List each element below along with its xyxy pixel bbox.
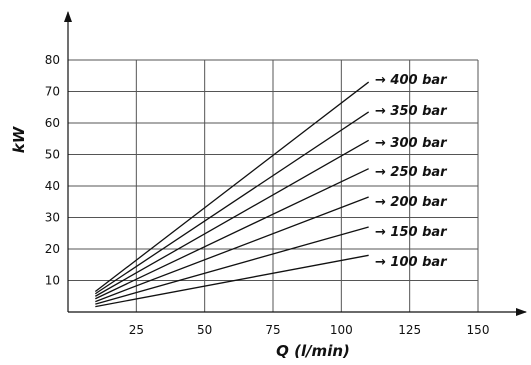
series-label: → 350 bar (375, 104, 448, 119)
tick-labels: 10 20 30 40 50 60 70 80 25 50 75 100 125 150 (45, 53, 490, 337)
series-label: → 150 bar (375, 225, 448, 240)
x-tick-label: 50 (197, 323, 212, 337)
x-axis-title: Q (l/min) (276, 342, 350, 360)
series-line-250-bar (95, 168, 369, 300)
y-axis-arrow-icon (64, 11, 72, 22)
y-tick-label: 60 (45, 116, 60, 130)
series-label: → 300 bar (375, 136, 448, 151)
axes (64, 11, 527, 316)
series-lines (94, 81, 370, 308)
x-tick-label: 25 (129, 323, 144, 337)
x-tick-label: 75 (265, 323, 280, 337)
y-tick-label: 70 (45, 85, 60, 99)
y-tick-label: 50 (45, 148, 60, 162)
series-line-150-bar (95, 226, 369, 305)
series-label: → 100 bar (375, 255, 448, 270)
x-tick-label: 100 (330, 323, 353, 337)
y-axis-title: kW (10, 125, 28, 153)
x-axis-arrow-icon (516, 308, 527, 316)
grid (68, 59, 479, 312)
x-tick-label: 150 (467, 323, 490, 337)
y-tick-label: 30 (45, 211, 60, 225)
series-line-200-bar (95, 196, 369, 303)
y-tick-label: 20 (45, 242, 60, 256)
y-tick-label: 40 (45, 179, 60, 193)
series-label: → 250 bar (375, 165, 448, 180)
series-line-300-bar (95, 139, 369, 297)
series-line-400-bar (94, 81, 370, 293)
series-line-100-bar (95, 254, 369, 308)
series-label: → 200 bar (375, 195, 448, 210)
y-tick-label: 10 (45, 274, 60, 288)
series-line-350-bar (94, 111, 370, 295)
series-labels: → 400 bar → 350 bar → 300 bar → 250 bar → 20… (375, 73, 448, 270)
series-label: → 400 bar (375, 73, 448, 88)
x-tick-label: 125 (398, 323, 421, 337)
y-tick-label: 80 (45, 53, 60, 67)
